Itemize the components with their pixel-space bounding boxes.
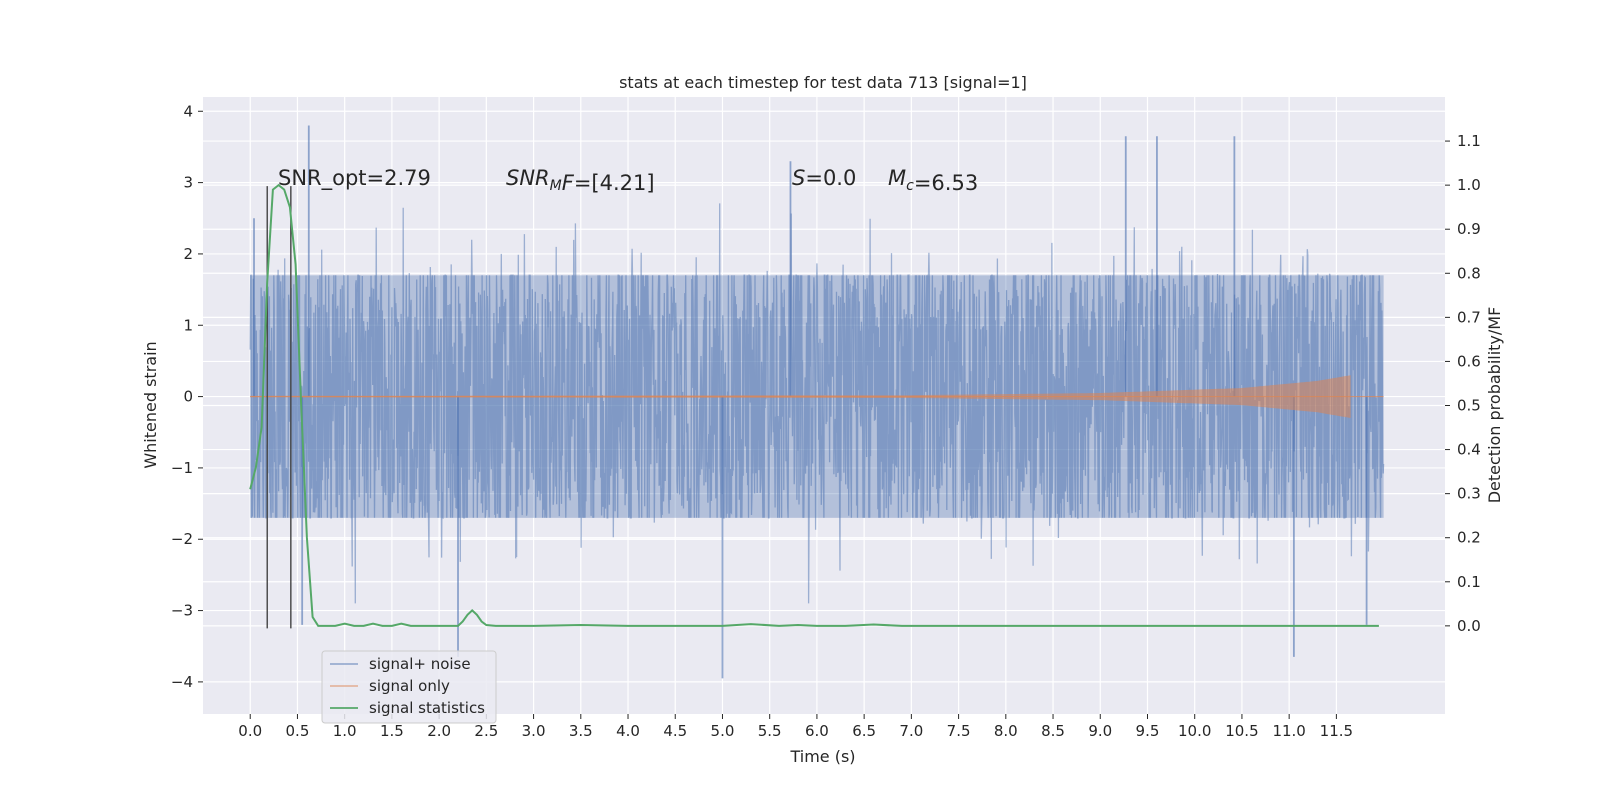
y-axis-right-label: Detection probability/MF — [1485, 307, 1504, 504]
y-right-tick-label: 0.1 — [1457, 573, 1481, 591]
y-right-tick-label: 0.0 — [1457, 617, 1481, 635]
y-right-tick-label: 0.4 — [1457, 441, 1481, 459]
legend-label-signal-noise: signal+ noise — [369, 655, 471, 673]
y-right-tick-label: 0.8 — [1457, 264, 1481, 282]
y-right-tick-label: 1.0 — [1457, 176, 1481, 194]
x-axis-label: Time (s) — [789, 747, 855, 766]
annotation-part: M — [888, 166, 906, 190]
x-tick-label: 1.5 — [380, 722, 404, 740]
x-tick-label: 3.0 — [522, 722, 546, 740]
y-right-tick-label: 0.9 — [1457, 220, 1481, 238]
y-axis-left-label: Whitened strain — [141, 341, 160, 468]
y-left-tick-label: 1 — [183, 316, 193, 334]
annotation-text: SNRMF=[4.21] — [506, 166, 655, 195]
y-left-tick-label: −3 — [171, 602, 193, 620]
x-tick-label: 5.0 — [711, 722, 735, 740]
legend: signal+ noise signal only signal statist… — [321, 650, 497, 724]
legend-box — [321, 650, 497, 724]
y-right-tick-label: 0.6 — [1457, 352, 1481, 370]
y-left-tick-label: 3 — [183, 174, 193, 192]
annotation-part: M — [550, 178, 562, 194]
signal-only-series — [250, 375, 1384, 418]
annotation-part: SNR_opt=2.79 — [278, 166, 431, 191]
x-tick-label: 11.5 — [1320, 722, 1353, 740]
y-left-tick-label: −4 — [171, 673, 193, 691]
signal-statistics-series — [249, 183, 1379, 627]
y-left-tick-label: 2 — [183, 245, 193, 263]
annotation-text: Mc=6.53 — [888, 166, 978, 195]
y-left-tick-label: 4 — [183, 102, 193, 120]
annotation-part: S — [792, 166, 805, 190]
x-tick-label: 9.5 — [1136, 722, 1160, 740]
legend-label-signal-only: signal only — [369, 677, 450, 695]
x-tick-label: 2.5 — [474, 722, 498, 740]
y-right-tick-label: 0.5 — [1457, 397, 1481, 415]
annotation-text: S=0.0 — [792, 166, 856, 190]
annotation-part: =6.53 — [914, 171, 978, 195]
vertical-markers — [266, 186, 292, 629]
y-right-tick-label: 0.3 — [1457, 485, 1481, 503]
x-tick-label: 7.0 — [899, 722, 923, 740]
annotation-part: c — [906, 178, 914, 194]
x-tick-label: 10.0 — [1178, 722, 1211, 740]
x-tick-label: 6.0 — [805, 722, 829, 740]
y-left-tick-label: −1 — [171, 459, 193, 477]
y-left-tick-label: 0 — [183, 388, 193, 406]
annotations: SNR_opt=2.79 SNRMF=[4.21] S=0.0 Mc=6.53 — [278, 166, 978, 195]
y-right-tick-label: 0.2 — [1457, 529, 1481, 547]
signal-noise-line — [249, 203, 1385, 604]
annotation-part: SNR — [506, 166, 550, 190]
annotation-part: =[4.21] — [574, 171, 655, 195]
y-right-tick-label: 1.1 — [1457, 132, 1481, 150]
x-tick-label: 0.5 — [286, 722, 310, 740]
x-tick-label: 4.0 — [616, 722, 640, 740]
annotation-text: SNR_opt=2.79 — [278, 166, 431, 191]
annotation-part: =0.0 — [805, 166, 856, 190]
x-tick-label: 8.0 — [994, 722, 1018, 740]
x-tick-label: 1.0 — [333, 722, 357, 740]
y-left-tick-label: −2 — [171, 530, 193, 548]
chart-title: stats at each timestep for test data 713… — [619, 73, 1027, 92]
signal-statistics-line — [249, 183, 1379, 627]
annotation-part: F — [562, 171, 575, 195]
x-tick-label: 6.5 — [852, 722, 876, 740]
x-tick-label: 2.0 — [427, 722, 451, 740]
x-tick-label: 9.0 — [1088, 722, 1112, 740]
x-tick-label: 10.5 — [1225, 722, 1258, 740]
x-tick-label: 11.0 — [1272, 722, 1305, 740]
x-tick-label: 0.0 — [238, 722, 262, 740]
x-tick-label: 8.5 — [1041, 722, 1065, 740]
x-tick-label: 7.5 — [947, 722, 971, 740]
x-tick-label: 3.5 — [569, 722, 593, 740]
x-tick-label: 4.5 — [663, 722, 687, 740]
legend-label-signal-statistics: signal statistics — [369, 699, 485, 717]
y-right-tick-label: 0.7 — [1457, 308, 1481, 326]
tick-labels: 0.0 0.5 1.0 1.5 2.0 2.5 3.0 3.5 4.0 4.5 5.0 5.5 6.0 6… — [171, 102, 1481, 740]
x-tick-label: 5.5 — [758, 722, 782, 740]
